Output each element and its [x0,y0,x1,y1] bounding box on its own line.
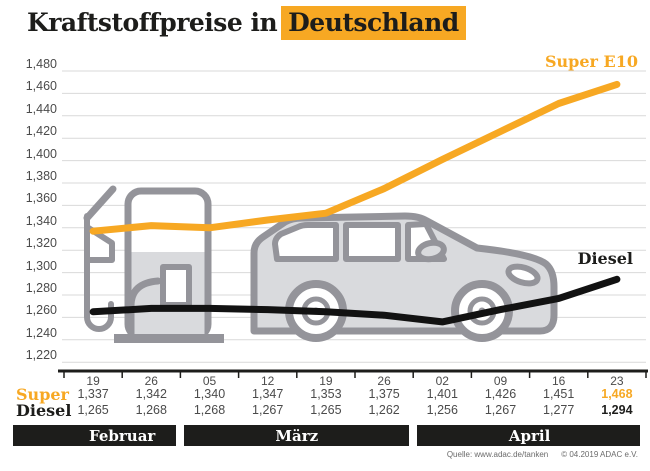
table-value-super: 1,347 [252,387,284,401]
table-value-diesel: 1,267 [252,403,284,417]
y-axis-label: 1,460 [25,79,57,94]
table-value-super: 1,342 [135,387,167,401]
x-axis-tick-label: 05 [202,374,217,388]
table-value-diesel: 1,267 [484,403,517,417]
table-value-super: 1,451 [543,387,575,401]
table-value-super: 1,340 [193,387,226,401]
x-axis-tick-label: 19 [319,374,333,388]
table-value-diesel: 1,277 [543,403,575,417]
source-note: Quelle: www.adac.de/tanken © 04.2019 ADAC… [447,450,638,459]
series-label-diesel: Diesel [577,249,633,268]
source-attribution: Quelle: www.adac.de/tanken [446,450,549,459]
car-icon [250,212,558,342]
table-value-super: 1,401 [426,387,458,401]
x-axis-tick-label: 09 [493,374,508,388]
page-title: Kraftstoffpreise in Deutschland [27,6,466,40]
fuel-pump-icon [83,185,224,343]
month-band [13,425,177,446]
y-axis-label: 1,380 [25,169,57,183]
y-axis-label: 1,440 [25,101,57,116]
y-axis-label: 1,400 [25,146,57,161]
series-line-diesel [89,275,621,326]
y-axis-label: 1,220 [25,348,57,363]
y-axis-label: 1,480 [25,57,57,71]
y-axis-label: 1,240 [25,325,57,340]
y-axis-label: 1,420 [25,124,57,139]
x-axis-tick-label: 19 [86,374,100,388]
table-value-diesel: 1,268 [193,403,226,417]
month-label: Februar [89,426,156,445]
y-axis-label: 1,360 [25,191,57,206]
x-axis-tick-label: 16 [552,374,566,388]
series-line-super-e10 [89,80,621,235]
page-title-highlight: Deutschland [281,6,466,40]
y-axis-label: 1,260 [25,303,57,318]
month-band [417,425,640,446]
y-axis-label: 1,340 [25,213,57,228]
table-value-super: 1,353 [310,387,342,401]
table-value-diesel: 1,262 [368,403,400,417]
x-axis-tick-label: 12 [261,374,275,388]
table-row-label-diesel: Diesel [16,401,72,420]
table-value-diesel: 1,265 [77,403,109,417]
table-value-diesel: 1,268 [135,403,167,417]
month-label: März [275,426,319,445]
y-axis-label: 1,320 [25,236,57,251]
table-value-diesel: 1,256 [426,403,458,417]
source-copyright: © 04.2019 ADAC e.V. [561,450,638,459]
x-axis-tick-label: 23 [610,374,624,388]
y-axis-label: 1,280 [25,281,57,295]
series-label-super-e10: Super E10 [544,52,638,71]
table-value-diesel: 1,265 [310,403,342,417]
table-value-diesel: 1,294 [601,403,633,417]
y-axis-label: 1,300 [25,258,57,273]
month-band [184,425,410,446]
table-value-super: 1,468 [601,387,633,401]
table-value-super: 1,426 [484,387,517,401]
x-axis-tick-label: 02 [435,374,449,388]
page-title-text: Kraftstoffpreise in [27,8,278,37]
table-row-label-super: Super [16,385,69,404]
x-axis-tick-label: 26 [377,374,391,388]
table-value-super: 1,337 [77,387,109,401]
month-label: April [508,426,551,445]
x-axis-tick-label: 26 [144,374,158,388]
table-value-super: 1,375 [368,387,400,401]
